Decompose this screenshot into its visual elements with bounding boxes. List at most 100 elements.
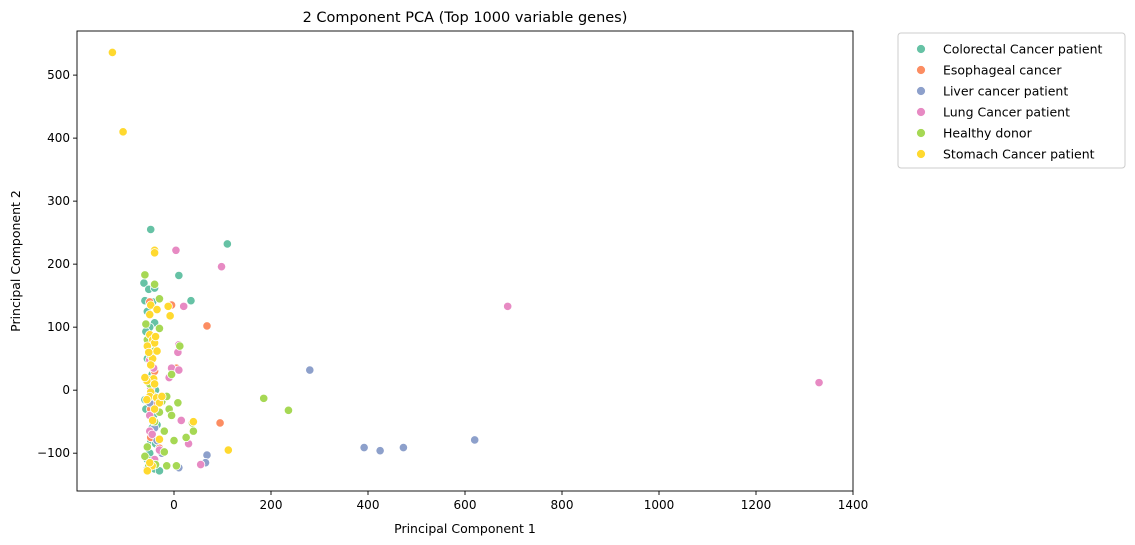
data-point [305,365,315,375]
scatter-points [107,47,824,476]
y-tick-label: 400 [47,131,70,145]
data-point [154,434,165,444]
data-point [157,391,167,402]
data-point [165,311,175,321]
y-tick-label: 300 [47,194,70,208]
y-axis: −100 0 100 200 300 400 500 [37,68,77,460]
data-point [146,224,156,235]
y-tick-label: −100 [37,446,70,460]
data-point [188,426,198,436]
data-point [470,435,480,445]
data-point [179,301,189,311]
data-point [159,447,169,457]
data-point [174,270,184,281]
data-point [118,127,128,137]
legend-entry-label: Lung Cancer patient [943,105,1070,120]
data-point [140,451,150,461]
data-point [202,450,212,460]
data-point [142,442,152,452]
data-point [173,398,183,408]
x-tick-label: 200 [260,498,283,512]
y-axis-label: Principal Component 2 [8,190,23,332]
data-point [814,378,824,388]
data-point [152,304,162,315]
data-point [174,365,184,375]
legend-marker [916,107,926,117]
series-3 [145,245,824,470]
y-tick-label: 100 [47,320,70,334]
data-point [375,446,385,456]
data-point [154,323,165,334]
series-5 [107,47,233,476]
data-point [144,347,154,357]
data-point [215,418,225,428]
legend-entry-label: Esophageal cancer [943,63,1062,78]
x-tick-label: 600 [454,498,477,512]
data-point [188,417,198,427]
data-point [148,415,158,426]
data-point [196,459,206,470]
data-point [398,442,409,453]
data-point [150,404,160,414]
data-point [176,415,186,426]
data-point [166,410,177,420]
data-point [169,435,179,446]
data-point [142,395,152,405]
data-point [142,466,152,476]
data-point [223,445,233,455]
data-point [503,301,513,311]
x-tick-label: 1200 [741,498,772,512]
x-tick-label: 1400 [838,498,869,512]
data-point [259,393,269,403]
data-point [171,461,182,471]
legend-box [897,32,1126,169]
data-point [150,379,160,389]
x-tick-label: 800 [551,498,574,512]
x-tick-label: 1000 [644,498,675,512]
data-point [166,369,177,380]
data-point [145,458,155,468]
data-point [140,270,150,280]
chart-title: 2 Component PCA (Top 1000 variable genes… [303,10,628,26]
x-axis: 0 200 400 600 800 1000 1200 1400 [170,491,868,512]
legend-entry-label: Healthy donor [943,126,1033,141]
data-point [175,341,185,351]
data-point [150,248,160,258]
data-point [171,245,181,255]
legend-marker [916,44,926,54]
data-point [202,321,212,331]
data-point [145,309,155,320]
data-point [140,372,150,383]
data-point [359,442,369,453]
data-point [150,279,160,289]
x-tick-label: 0 [170,498,178,512]
data-point [147,429,157,439]
data-point [154,294,165,304]
legend-entry-label: Stomach Cancer patient [943,147,1095,162]
data-point [150,332,161,342]
data-point [152,346,162,356]
legend-entry-label: Colorectal Cancer patient [943,42,1102,57]
x-axis-label: Principal Component 1 [394,521,536,536]
legend-marker [916,86,926,96]
legend: Colorectal Cancer patient Esophageal canc… [897,32,1126,169]
data-point [159,426,169,436]
y-tick-label: 0 [62,383,70,397]
y-tick-label: 200 [47,257,70,271]
data-point [216,262,227,272]
legend-entry-label: Liver cancer patient [943,84,1068,99]
data-point [141,319,151,329]
x-tick-label: 400 [357,498,380,512]
data-point [146,300,156,310]
data-point [283,405,294,415]
data-point [146,360,156,370]
data-point [181,432,191,443]
data-point [162,461,172,471]
legend-marker [916,128,926,138]
legend-marker [916,65,926,75]
legend-marker [916,149,926,159]
data-point [107,47,118,58]
data-point [222,239,232,249]
data-point [163,301,173,311]
